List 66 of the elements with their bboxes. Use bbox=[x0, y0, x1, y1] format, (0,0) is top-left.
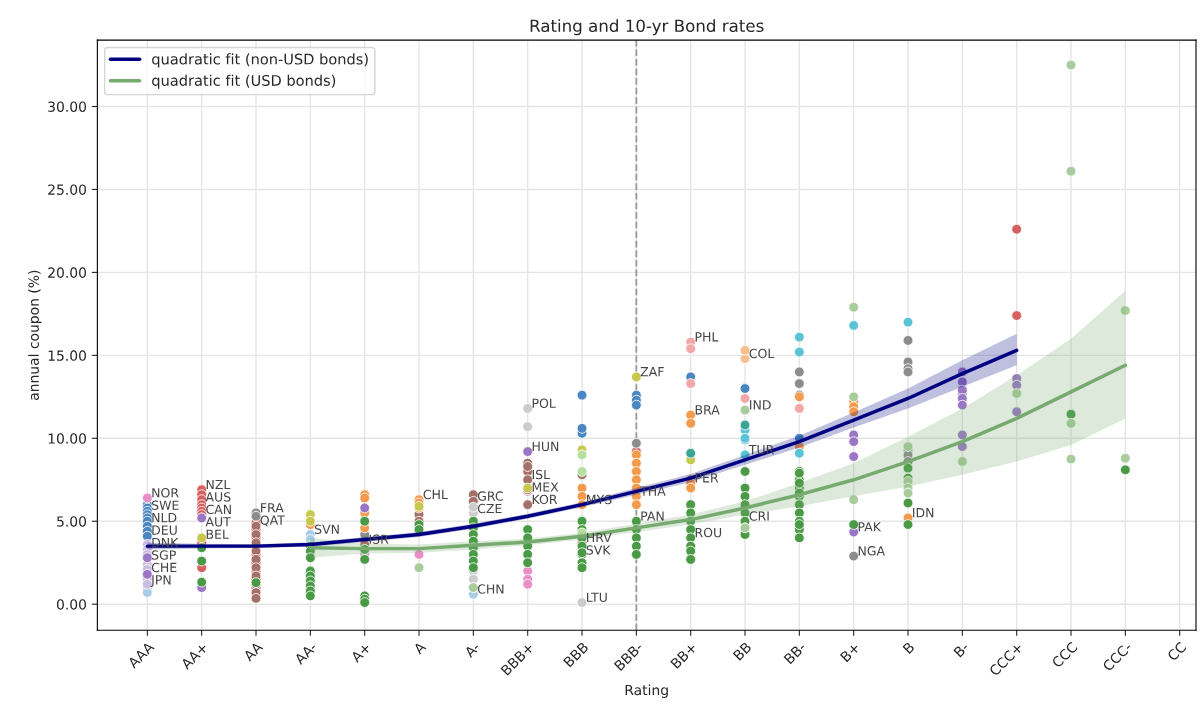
annotation: KOR bbox=[532, 494, 558, 505]
x-tick-label: BB bbox=[732, 641, 752, 661]
chart-title: Rating and 10-yr Bond rates bbox=[530, 19, 764, 36]
y-tick-label: 20.00 bbox=[48, 267, 87, 278]
annotation: CZE bbox=[477, 503, 502, 514]
y-tick-label: 10.00 bbox=[48, 433, 87, 444]
y-tick-label: 5.00 bbox=[57, 516, 87, 527]
annotation: LTU bbox=[587, 592, 607, 603]
annotation: IDN bbox=[913, 508, 934, 518]
annotation: NZL bbox=[206, 479, 231, 490]
annotation: SWE bbox=[151, 500, 179, 510]
annotation: MYS bbox=[587, 494, 612, 505]
legend-label: quadratic fit (USD bonds) bbox=[152, 74, 336, 89]
y-tick-label: 30.00 bbox=[48, 101, 87, 112]
annotation: HUN bbox=[532, 441, 559, 452]
annotation: PER bbox=[695, 473, 719, 483]
annotation: IND bbox=[750, 400, 771, 410]
annotation: QAT bbox=[260, 515, 285, 527]
annotation: CRI bbox=[749, 511, 769, 521]
annotation: NLD bbox=[152, 513, 177, 523]
annotation: COL bbox=[749, 348, 775, 359]
x-tick-label: CC bbox=[1166, 641, 1187, 662]
annotation: CHL bbox=[423, 489, 448, 500]
annotation: BRA bbox=[695, 405, 720, 415]
x-tick-label: AA- bbox=[293, 641, 318, 666]
legend-label: quadratic fit (non-USD bonds) bbox=[152, 53, 368, 68]
annotation: ZAF bbox=[640, 367, 664, 377]
annotation: THA bbox=[640, 486, 666, 496]
annotation: NOR bbox=[152, 488, 179, 498]
x-tick-label: A- bbox=[463, 641, 481, 659]
annotation: SGP bbox=[151, 550, 176, 560]
annotation: ISL bbox=[532, 469, 551, 480]
annotation: BEL bbox=[206, 529, 229, 539]
annotation: AUS bbox=[205, 492, 231, 502]
annotation: FRA bbox=[261, 503, 284, 513]
annotation: SVK bbox=[586, 545, 611, 555]
annotation: GRC bbox=[477, 491, 503, 501]
x-tick-label: B- bbox=[953, 641, 970, 658]
x-tick-label: BB+ bbox=[670, 642, 698, 669]
x-tick-label: A+ bbox=[350, 642, 372, 663]
x-tick-label: B bbox=[902, 641, 915, 654]
x-tick-label: BB- bbox=[783, 641, 807, 665]
annotation: CAN bbox=[206, 504, 231, 515]
annotation: ROU bbox=[695, 527, 722, 538]
y-tick-label: 15.00 bbox=[48, 350, 87, 361]
annotation: PAN bbox=[641, 511, 664, 521]
x-tick-label: AA bbox=[242, 641, 264, 662]
annotation: PHL bbox=[695, 332, 719, 342]
y-tick-label: 25.00 bbox=[48, 184, 87, 195]
annotation: TUR bbox=[748, 445, 774, 455]
annotation: MEX bbox=[532, 482, 559, 492]
annotation: HRV bbox=[587, 533, 612, 543]
x-tick-label: B+ bbox=[839, 642, 861, 663]
annotation: CHN bbox=[477, 584, 504, 594]
annotation: SVN bbox=[314, 524, 339, 534]
annotation: DEU bbox=[152, 525, 177, 535]
annotation: PAK bbox=[858, 522, 882, 532]
annotation: AUT bbox=[205, 517, 231, 527]
x-axis-title: Rating bbox=[625, 684, 668, 698]
annotation: CHE bbox=[151, 562, 177, 573]
y-tick-label: 0.00 bbox=[56, 599, 87, 610]
annotation: POL bbox=[532, 398, 556, 408]
annotation: JPN bbox=[150, 575, 171, 587]
annotation: NGA bbox=[858, 546, 885, 556]
y-axis-title: annual coupon (%) bbox=[28, 270, 42, 400]
x-tick-label: A bbox=[412, 641, 427, 655]
